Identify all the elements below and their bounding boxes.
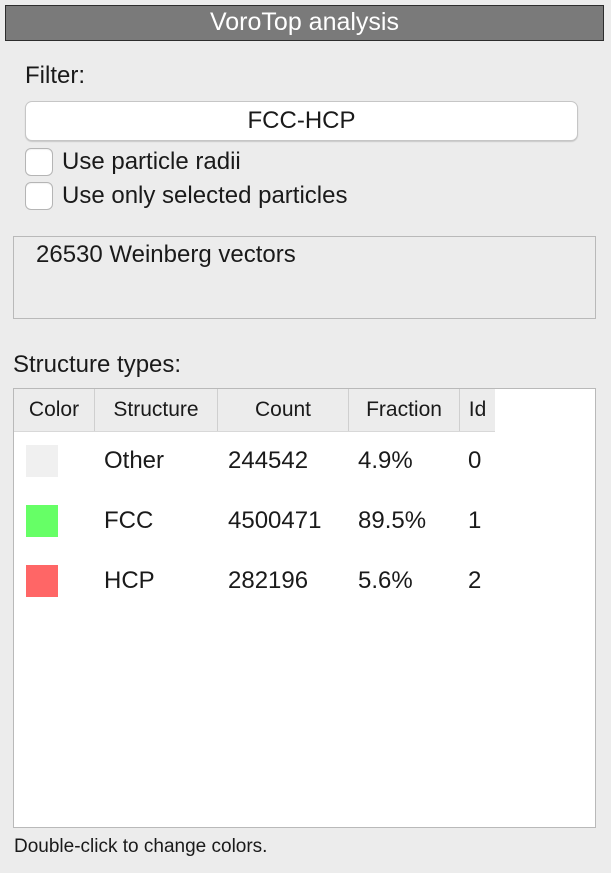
table-row[interactable]: HCP 282196 5.6% 2 (14, 552, 595, 612)
column-header-structure[interactable]: Structure (94, 389, 217, 431)
column-header-fraction[interactable]: Fraction (348, 389, 459, 431)
use-particle-radii-checkbox[interactable] (25, 148, 53, 176)
fraction-cell: 4.9% (358, 447, 413, 474)
filter-label: Filter: (25, 62, 85, 89)
structure-cell: HCP (104, 567, 155, 594)
column-header-count[interactable]: Count (217, 389, 348, 431)
structure-types-label: Structure types: (13, 351, 182, 378)
table-header: Color Structure Count Fraction Id (14, 389, 495, 432)
status-box: 26530 Weinberg vectors (13, 236, 596, 319)
id-cell: 0 (468, 447, 482, 474)
fraction-cell: 89.5% (358, 507, 427, 534)
table-row[interactable]: Other 244542 4.9% 0 (14, 432, 595, 492)
color-swatch[interactable] (26, 445, 58, 477)
hint-text: Double-click to change colors. (14, 836, 268, 857)
id-cell: 2 (468, 567, 482, 594)
count-cell: 244542 (228, 447, 309, 474)
panel-title: VoroTop analysis (5, 5, 604, 41)
use-only-selected-label: Use only selected particles (62, 182, 348, 209)
structure-cell: FCC (104, 507, 154, 534)
color-swatch[interactable] (26, 565, 58, 597)
filter-select-value: FCC-HCP (247, 107, 356, 134)
count-cell: 4500471 (228, 507, 322, 534)
id-cell: 1 (468, 507, 482, 534)
use-only-selected-option[interactable]: Use only selected particles (25, 181, 347, 211)
fraction-cell: 5.6% (358, 567, 413, 594)
structure-cell: Other (104, 447, 165, 474)
use-only-selected-checkbox[interactable] (25, 182, 53, 210)
use-particle-radii-label: Use particle radii (62, 148, 241, 175)
status-text: 26530 Weinberg vectors (36, 241, 296, 268)
use-particle-radii-option[interactable]: Use particle radii (25, 147, 241, 177)
color-swatch[interactable] (26, 505, 58, 537)
structure-types-table[interactable]: Color Structure Count Fraction Id Other … (13, 388, 596, 828)
column-header-id[interactable]: Id (459, 389, 495, 431)
table-row[interactable]: FCC 4500471 89.5% 1 (14, 492, 595, 552)
column-header-color[interactable]: Color (28, 398, 80, 421)
count-cell: 282196 (228, 567, 309, 594)
filter-select[interactable]: FCC-HCP (25, 101, 578, 141)
